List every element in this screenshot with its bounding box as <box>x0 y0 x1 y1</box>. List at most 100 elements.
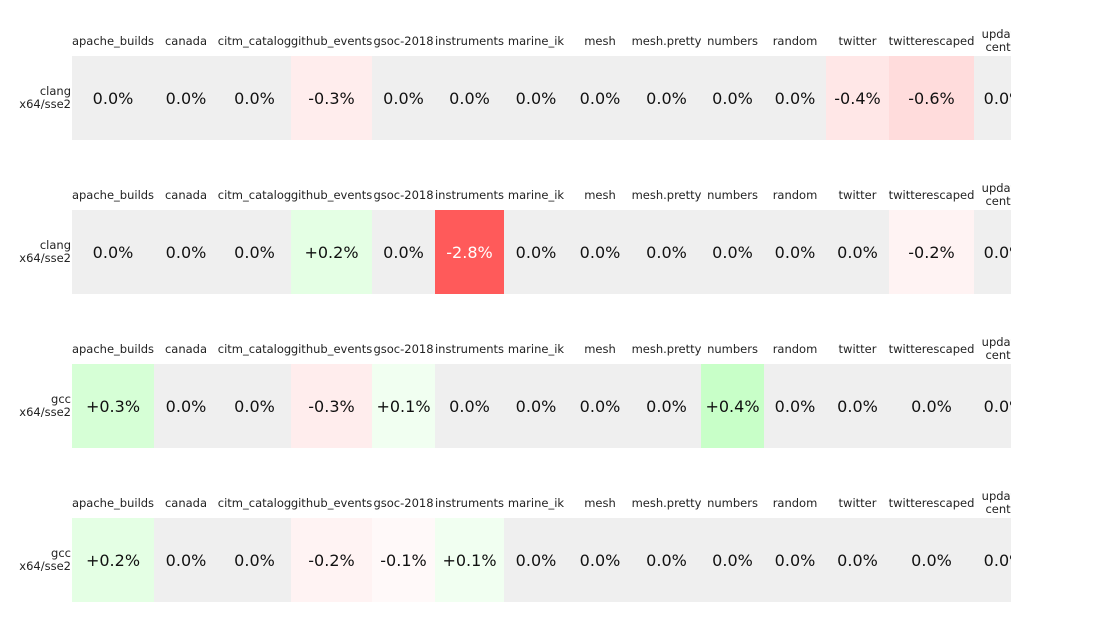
column-header: random <box>772 33 818 48</box>
column-header: mesh.pretty <box>631 187 702 202</box>
column-header: twitterescaped <box>888 187 975 202</box>
heatmap-cell: +0.2% <box>291 210 372 294</box>
column-header: gsoc-2018 <box>373 495 434 510</box>
column-header: mesh.pretty <box>631 33 702 48</box>
column-header: canada <box>164 495 208 510</box>
column-header: random <box>772 495 818 510</box>
heatmap-cell: 0.0% <box>72 56 154 140</box>
heatmap-cell: 0.0% <box>889 364 974 448</box>
heatmap-cell: -2.8% <box>435 210 504 294</box>
column-header: canada <box>164 33 208 48</box>
heatmap-cell: 0.0% <box>504 364 568 448</box>
heatmap-cell: -0.4% <box>826 56 889 140</box>
heatmap-cell: 0.0% <box>632 56 701 140</box>
column-header: canada <box>164 341 208 356</box>
column-header: marine_ik <box>507 495 565 510</box>
column-header: github_events <box>290 341 373 356</box>
heatmap-cell: 0.0% <box>974 56 1011 140</box>
column-header: citm_catalog <box>217 187 292 202</box>
heatmap-cell: 0.0% <box>826 518 889 602</box>
heatmap-cell: 0.0% <box>218 56 291 140</box>
heatmap-panel: apache_builds canada citm_catalog github_ev… <box>0 26 1011 146</box>
heatmap-cell: 0.0% <box>218 210 291 294</box>
heatmap-cell: 0.0% <box>701 56 764 140</box>
heatmap-cell: +0.4% <box>701 364 764 448</box>
column-header: marine_ik <box>507 341 565 356</box>
column-header: mesh <box>584 33 616 48</box>
heatmap-cell: +0.1% <box>435 518 504 602</box>
column-header: twitter <box>838 341 877 356</box>
heatmap-cell: +0.3% <box>72 364 154 448</box>
column-header: instruments <box>434 495 505 510</box>
heatmap-cell: -0.6% <box>889 56 974 140</box>
column-header: random <box>772 187 818 202</box>
column-header: update- center <box>981 335 1011 362</box>
column-header: update- center <box>981 27 1011 54</box>
column-header: citm_catalog <box>217 341 292 356</box>
column-header: apache_builds <box>71 495 155 510</box>
column-header: instruments <box>434 341 505 356</box>
column-header: github_events <box>290 33 373 48</box>
column-header: marine_ik <box>507 187 565 202</box>
column-header: gsoc-2018 <box>373 341 434 356</box>
heatmap-cell: 0.0% <box>218 518 291 602</box>
column-header: mesh <box>584 341 616 356</box>
column-header: numbers <box>707 187 758 202</box>
heatmap-cell: 0.0% <box>435 56 504 140</box>
column-header: twitterescaped <box>888 341 975 356</box>
heatmap-cell: 0.0% <box>154 364 218 448</box>
heatmap-cell: 0.0% <box>764 210 826 294</box>
heatmap-cell: 0.0% <box>632 210 701 294</box>
column-header: github_events <box>290 495 373 510</box>
heatmap-cell: 0.0% <box>764 364 826 448</box>
column-header: mesh.pretty <box>631 341 702 356</box>
heatmap-cell: -0.2% <box>889 210 974 294</box>
heatmap-cell: 0.0% <box>72 210 154 294</box>
column-header: update- center <box>981 489 1011 516</box>
heatmap-cell: 0.0% <box>889 518 974 602</box>
column-header: canada <box>164 187 208 202</box>
column-header: numbers <box>707 495 758 510</box>
column-header: twitterescaped <box>888 33 975 48</box>
row-label: gcc x64/sse2 <box>19 392 71 419</box>
heatmap-cell: 0.0% <box>154 210 218 294</box>
row-label: clang x64/sse2 <box>19 84 71 111</box>
heatmap-cell: 0.0% <box>826 210 889 294</box>
heatmap-cell: 0.0% <box>154 56 218 140</box>
column-header: apache_builds <box>71 33 155 48</box>
heatmap-cell: -0.3% <box>291 56 372 140</box>
heatmap-panel: apache_builds canada citm_catalog github_ev… <box>0 334 1011 454</box>
column-header: citm_catalog <box>217 33 292 48</box>
heatmap-cell: +0.2% <box>72 518 154 602</box>
column-header: mesh <box>584 187 616 202</box>
heatmap-panel: apache_builds canada citm_catalog github_ev… <box>0 488 1011 608</box>
heatmap-cell: 0.0% <box>974 364 1011 448</box>
heatmap-cell: 0.0% <box>504 210 568 294</box>
column-header: gsoc-2018 <box>373 187 434 202</box>
column-header: numbers <box>707 341 758 356</box>
column-header: instruments <box>434 33 505 48</box>
heatmap-cell: -0.1% <box>372 518 435 602</box>
column-header: twitter <box>838 33 877 48</box>
heatmap-cell: 0.0% <box>372 56 435 140</box>
column-header: instruments <box>434 187 505 202</box>
column-header: twitter <box>838 187 877 202</box>
column-header: marine_ik <box>507 33 565 48</box>
heatmap-cell: -0.3% <box>291 364 372 448</box>
column-header: update- center <box>981 181 1011 208</box>
heatmap-cell: 0.0% <box>568 56 632 140</box>
heatmap-cell: 0.0% <box>974 518 1011 602</box>
heatmap-cell: 0.0% <box>764 56 826 140</box>
heatmap-cell: 0.0% <box>632 364 701 448</box>
row-label: gcc x64/sse2 <box>19 546 71 573</box>
heatmap-cell: 0.0% <box>764 518 826 602</box>
row-label: clang x64/sse2 <box>19 238 71 265</box>
heatmap-cell: 0.0% <box>568 210 632 294</box>
column-header: apache_builds <box>71 187 155 202</box>
heatmap-cell: 0.0% <box>154 518 218 602</box>
heatmap-panel: apache_builds canada citm_catalog github_ev… <box>0 180 1011 300</box>
column-header: random <box>772 341 818 356</box>
column-header: numbers <box>707 33 758 48</box>
heatmap-cell: 0.0% <box>218 364 291 448</box>
heatmap-cell: 0.0% <box>568 518 632 602</box>
